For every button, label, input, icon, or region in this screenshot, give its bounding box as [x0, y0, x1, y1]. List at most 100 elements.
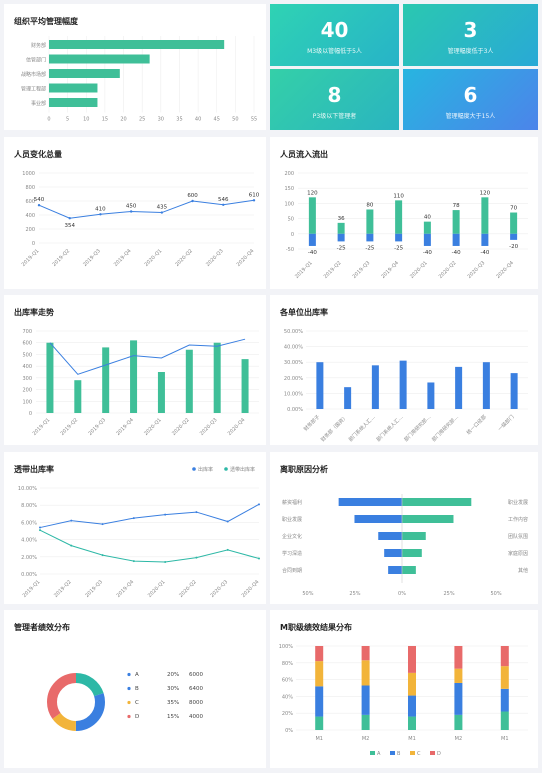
- data-point: [258, 503, 260, 506]
- right-label: 其他: [518, 567, 528, 574]
- legend-marker: [127, 672, 131, 677]
- data-label: 546: [218, 197, 229, 203]
- perf-chart: A 20% 6000 B 30% 6400 C 35% 8000 D 15% 4000: [47, 672, 203, 731]
- x-tick-label: 15: [102, 117, 108, 123]
- bar: [46, 342, 54, 413]
- kpi-card-1: 40 M3级以管幅低于5人: [270, 4, 399, 66]
- data-label: 410: [95, 206, 106, 212]
- legend-percent: 35%: [167, 700, 179, 706]
- data-point: [226, 548, 229, 551]
- left-bar: [384, 549, 402, 557]
- bar: [371, 365, 379, 409]
- y-tick-label: 0: [32, 241, 35, 247]
- data-point: [164, 513, 167, 516]
- data-point: [39, 526, 41, 529]
- right-bar: [402, 515, 454, 523]
- flow-card: 人员流入流出 -50 0 50 100 150 200 120 36 80 110 40 78 120 7…: [270, 137, 538, 289]
- data-point: [164, 560, 167, 563]
- stacked-bar-segment: [454, 714, 463, 730]
- data-point: [132, 560, 135, 563]
- y-tick-label: 700: [22, 329, 32, 335]
- perf-title: 管理者绩效分布: [14, 623, 70, 632]
- x-tick-label: 50: [232, 117, 238, 123]
- legend-marker: [192, 467, 196, 471]
- stacked-bar-segment: [500, 666, 509, 689]
- bar: [185, 349, 193, 413]
- x-tick-label: 2020-Q1: [409, 260, 429, 280]
- stacked-bar-segment: [408, 672, 416, 696]
- y-tick-label: 500: [22, 352, 32, 358]
- stacked-bar-segment: [454, 682, 463, 715]
- kpi-label: 管理幅度大于15人: [445, 113, 496, 120]
- data-point: [99, 213, 102, 216]
- x-tick-label: 55: [251, 117, 257, 123]
- stacked-bar-segment: [454, 668, 463, 683]
- legend-percent: 20%: [167, 672, 179, 678]
- legend-label: B: [397, 751, 401, 757]
- bar: [427, 382, 435, 409]
- right-bar: [402, 549, 422, 557]
- y-tick-label: 50.00%: [284, 329, 303, 335]
- y-tick-label: 0: [291, 232, 294, 238]
- x-tick-label: 2020-Q4: [241, 579, 261, 599]
- data-point: [129, 210, 133, 213]
- bar: [213, 342, 221, 413]
- y-tick-label: 100: [22, 399, 32, 405]
- out-trend-chart: 0 100 200 300 400 500 600 700 2019-Q1 2019-Q2 2019…: [22, 329, 259, 437]
- y-tick-label: 2.00%: [21, 555, 37, 561]
- bar: [482, 362, 490, 409]
- x-tick-label: 2019-Q2: [53, 579, 73, 599]
- y-tick-label: 50: [288, 217, 294, 223]
- x-tick-label: 2020-Q4: [236, 248, 256, 268]
- x-tick-label: 2019-Q4: [115, 417, 135, 437]
- x-tick-label: M1: [501, 736, 509, 742]
- y-tick-label: 20%: [282, 711, 293, 717]
- legend-label: B: [135, 686, 139, 692]
- stacked-bar-segment: [408, 716, 416, 730]
- y-tick-label: 0.00%: [287, 407, 303, 413]
- inflow-bar: [366, 209, 374, 234]
- stacked-bar-segment: [361, 646, 370, 661]
- x-tick-label: M1: [315, 736, 323, 742]
- data-point: [252, 199, 256, 202]
- legend-marker: [410, 751, 415, 755]
- x-tick-label: 25%: [443, 591, 454, 597]
- y-tick-label: 80%: [282, 661, 293, 667]
- y-tick-label: 战略市场部: [21, 71, 46, 78]
- data-point: [101, 554, 104, 557]
- x-tick-label: 部门系统人汇…: [375, 413, 405, 443]
- x-tick-label: 20: [120, 117, 126, 123]
- outflow-bar: [452, 233, 460, 246]
- series-line: [38, 199, 255, 219]
- donut-slice: [47, 673, 105, 731]
- stacked-bar-segment: [500, 688, 509, 712]
- legend-value: 8000: [189, 700, 203, 706]
- bar: [49, 40, 225, 49]
- flow-chart: -50 0 50 100 150 200 120 36 80 110 40 78 120 70 -40 -25…: [284, 171, 528, 280]
- data-point: [39, 529, 41, 532]
- data-point: [70, 519, 73, 522]
- x-tick-label: 部门用研究部…: [403, 413, 433, 443]
- series-line: [39, 529, 260, 563]
- bar: [49, 54, 150, 64]
- x-tick-label: 2020-Q3: [467, 260, 487, 280]
- x-tick-label: 2019-Q2: [51, 248, 71, 268]
- stacked-bar-segment: [315, 661, 324, 687]
- bar: [102, 347, 110, 413]
- unit-rate-card: 各单位出库率 0.00% 10.00% 20.00% 30.00% 40.00% 50.0…: [270, 295, 538, 445]
- y-tick-label: 0.00%: [21, 572, 37, 578]
- x-tick-label: 2020-Q4: [227, 417, 247, 437]
- outflow-bar: [423, 233, 431, 246]
- bar: [49, 83, 98, 93]
- y-tick-label: 4.00%: [21, 538, 37, 544]
- y-tick-label: 事业部: [31, 100, 46, 107]
- unit-rate-title: 各单位出库率: [280, 308, 328, 317]
- x-tick-label: 2019-Q4: [116, 579, 136, 599]
- y-tick-label: 6.00%: [21, 520, 37, 526]
- bar: [74, 380, 82, 413]
- x-tick-label: 2020-Q2: [438, 260, 458, 280]
- headcount-chart: 0 200 400 600 800 1000 540 354 410 450 435 600 546 61…: [21, 171, 260, 268]
- x-tick-label: 部门系统人汇…: [347, 413, 377, 443]
- y-tick-label: 300: [22, 376, 32, 382]
- data-point: [70, 544, 73, 547]
